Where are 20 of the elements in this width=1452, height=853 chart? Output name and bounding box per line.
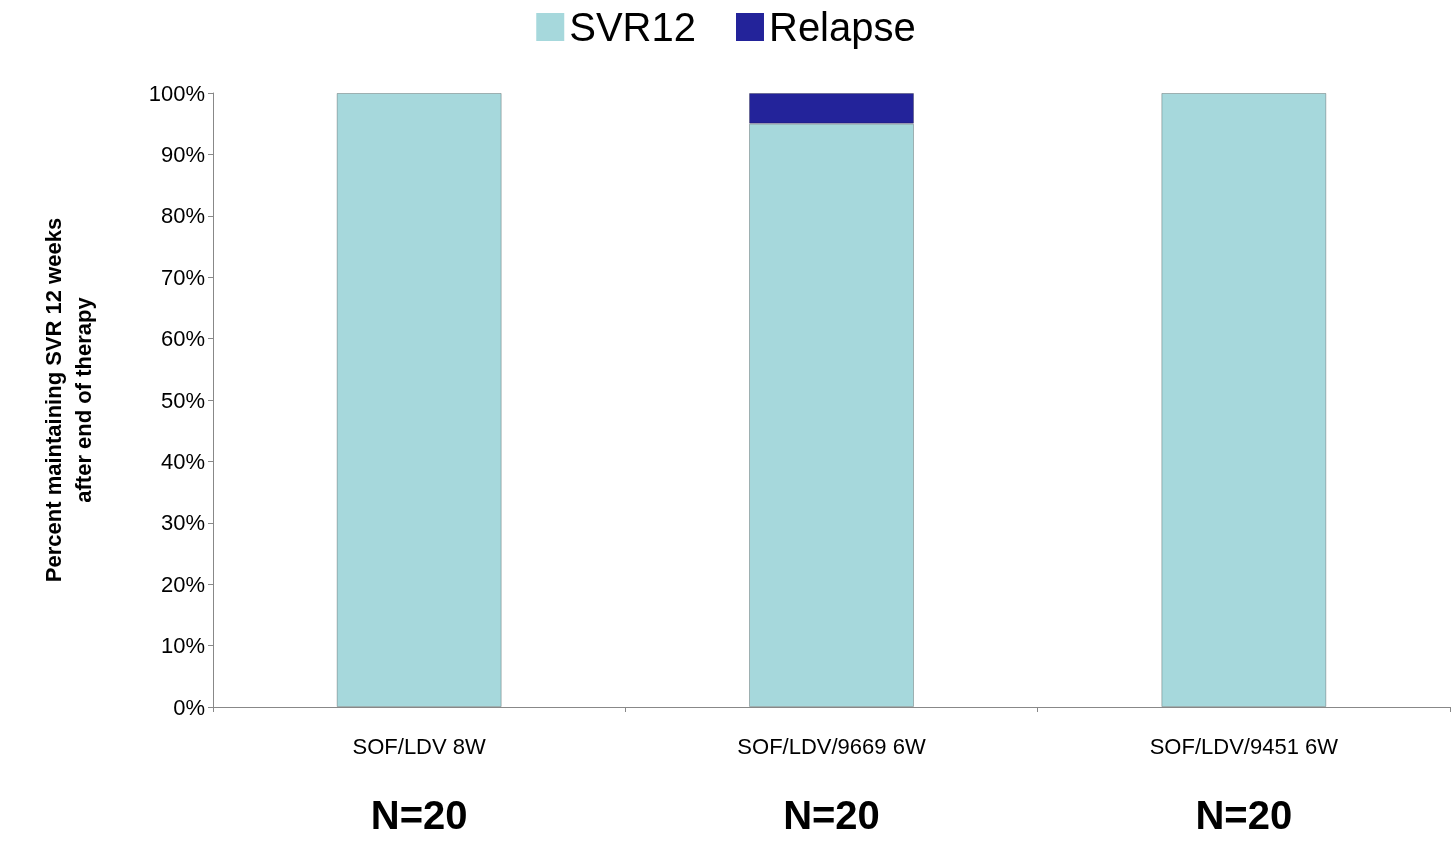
y-tick-label: 0% bbox=[173, 694, 205, 720]
text: N=20 bbox=[783, 793, 880, 837]
y-tick-label: 50% bbox=[160, 387, 205, 413]
y-tick-label: 70% bbox=[160, 264, 205, 290]
y-tick-label: 80% bbox=[160, 203, 205, 229]
y-tick-label: 10% bbox=[160, 633, 205, 659]
x-tick-label: SOF/LDV/9451 6W bbox=[1149, 733, 1339, 759]
x-tick-label: SOF/LDV 8W bbox=[352, 733, 487, 759]
y-tick-label: 40% bbox=[160, 448, 205, 474]
y-tick-label: 90% bbox=[160, 141, 205, 167]
y-tick-label: 30% bbox=[160, 510, 205, 536]
legend-label: Relapse bbox=[768, 5, 916, 49]
text: N=20 bbox=[370, 793, 468, 837]
y-tick-label: 60% bbox=[160, 326, 205, 352]
y-axis-title: Percent maintaining SVR 12 weeks after end of therapy bbox=[40, 217, 96, 583]
y-tick-label: 100% bbox=[148, 80, 205, 106]
y-tick-label: 20% bbox=[160, 571, 205, 597]
legend-label: SVR12 bbox=[569, 5, 696, 49]
x-tick-label: SOF/LDV/9669 6W bbox=[737, 733, 926, 759]
text: N=20 bbox=[1195, 793, 1293, 837]
